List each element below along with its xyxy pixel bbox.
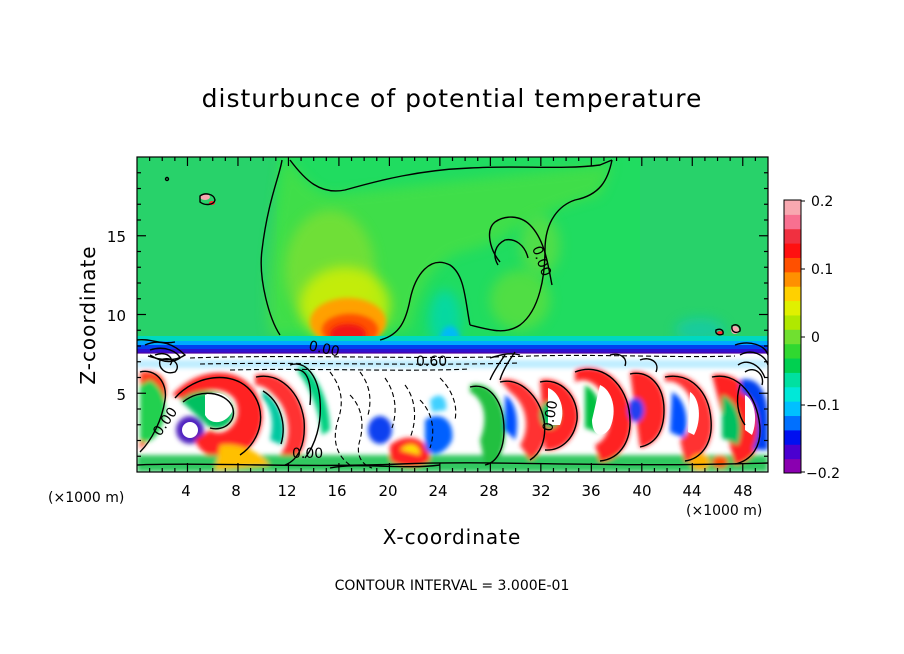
colorbar-segment <box>784 228 801 244</box>
x-tick-label: 48 <box>733 482 752 500</box>
x-tick-label: 44 <box>682 482 701 500</box>
colorbar-ticks <box>801 200 805 473</box>
y-tick-label: 5 <box>116 386 126 404</box>
colorbar-segment <box>784 257 801 273</box>
colorbar-segment <box>784 415 801 431</box>
chart-title: disturbunce of potential temperature <box>201 84 703 113</box>
colorbar <box>784 200 801 474</box>
colorbar-segment <box>784 271 801 287</box>
x-tick-label: 24 <box>428 482 447 500</box>
x-tick-label: 28 <box>479 482 498 500</box>
colorbar-segment <box>784 214 801 230</box>
contour-lines <box>137 159 768 469</box>
x-tick-label: 12 <box>277 482 296 500</box>
x-unit-label-right: (×1000 m) <box>686 503 763 519</box>
x-tick-label: 8 <box>231 482 241 500</box>
y-tick-label: 15 <box>107 228 126 246</box>
contour-label: 0.00 <box>540 399 561 432</box>
y-tick-labels: 5 10 15 <box>107 228 126 404</box>
x-tick-label: 16 <box>327 482 346 500</box>
colorbar-segment <box>784 300 801 316</box>
x-axis-label: X-coordinate <box>382 525 522 549</box>
colorbar-segment <box>784 429 801 445</box>
heatmap-field <box>137 157 768 472</box>
y-axis-label: Z-coordinate <box>76 245 100 385</box>
y-tick-label: 10 <box>107 307 126 325</box>
contour-label: 0.60 <box>416 354 447 370</box>
x-tick-label: 4 <box>181 482 191 500</box>
contour-label: 0.00 <box>307 338 341 360</box>
contour-interval-note: CONTOUR INTERVAL = 3.000E-01 <box>334 578 570 594</box>
x-tick-label: 40 <box>632 482 651 500</box>
colorbar-segment <box>784 401 801 417</box>
colorbar-segment <box>784 386 801 402</box>
contour-label: 0.00 <box>292 446 323 462</box>
x-tick-label: 20 <box>378 482 397 500</box>
colorbar-segment <box>784 372 801 388</box>
colorbar-segment <box>784 358 801 373</box>
colorbar-tick-label: 0.2 <box>811 194 833 210</box>
colorbar-tick-label: −0.2 <box>806 466 840 482</box>
colorbar-segment <box>784 343 801 359</box>
colorbar-segment <box>784 286 801 302</box>
colorbar-segment <box>784 314 801 330</box>
axis-ticks <box>137 157 768 472</box>
x-unit-label-left: (×1000 m) <box>48 490 125 506</box>
colorbar-segment <box>784 444 801 460</box>
colorbar-tick-label: 0 <box>811 330 820 346</box>
negative-contour-lines <box>189 354 736 469</box>
colorbar-segment <box>784 243 801 258</box>
colorbar-segment <box>784 329 801 345</box>
x-tick-label: 36 <box>581 482 600 500</box>
x-tick-label: 32 <box>531 482 550 500</box>
colorbar-labels: 0.2 0.1 0 −0.1 −0.2 <box>806 194 840 482</box>
colorbar-segment <box>784 200 801 215</box>
colorbar-segment <box>784 458 801 474</box>
colorbar-tick-label: 0.1 <box>811 262 833 278</box>
x-tick-labels: 4 8 12 16 20 24 28 32 36 40 44 48 <box>181 482 752 500</box>
colorbar-tick-label: −0.1 <box>806 398 840 414</box>
